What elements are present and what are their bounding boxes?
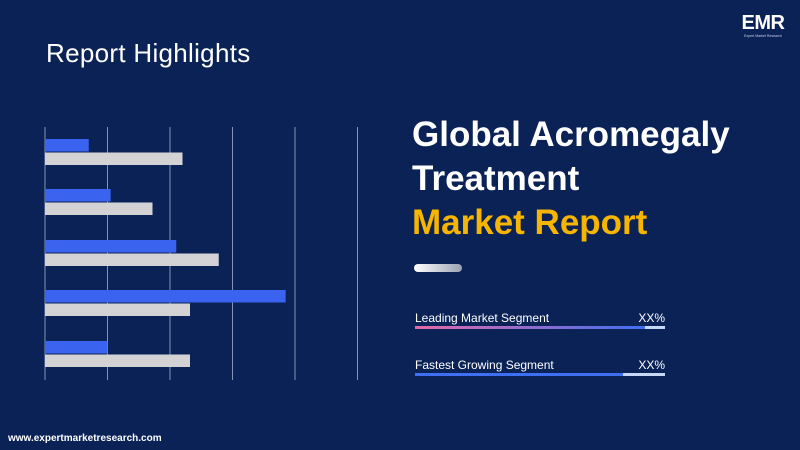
fastest-segment: Fastest Growing Segment XX% <box>415 358 665 378</box>
leading-segment: Leading Market Segment XX% <box>415 311 665 331</box>
footer-url[interactable]: www.expertmarketresearch.com <box>8 433 162 444</box>
leading-segment-label: Leading Market Segment <box>415 311 550 325</box>
bar-grey <box>45 354 190 367</box>
bar-grey <box>45 303 190 316</box>
bar-grey <box>45 202 153 215</box>
bar-grey <box>45 253 219 266</box>
page-heading: Report Highlights <box>46 38 251 68</box>
bar-blue <box>45 240 177 253</box>
leading-segment-track <box>415 326 665 329</box>
bar-blue <box>45 139 89 152</box>
emr-logo: EMR Expert Market Research <box>740 12 786 40</box>
fastest-segment-track <box>415 373 665 376</box>
title-line-2: Treatment <box>412 159 580 198</box>
bar-blue <box>45 290 286 303</box>
report-title: Global Acromegaly Treatment Market Repor… <box>412 113 730 245</box>
title-line-3: Market Report <box>412 203 648 242</box>
decorative-pill <box>414 264 462 272</box>
bar-blue <box>45 189 111 202</box>
fastest-segment-value: XX% <box>638 358 665 372</box>
title-line-1: Global Acromegaly <box>412 115 730 154</box>
bar-blue <box>45 341 108 354</box>
fastest-segment-fill <box>415 373 623 376</box>
fastest-segment-label: Fastest Growing Segment <box>415 358 554 372</box>
logo-text: EMR <box>741 12 785 34</box>
logo-subtext: Expert Market Research <box>744 34 782 38</box>
leading-segment-value: XX% <box>638 311 665 325</box>
leading-segment-fill <box>415 326 645 329</box>
bar-grey <box>45 152 183 165</box>
